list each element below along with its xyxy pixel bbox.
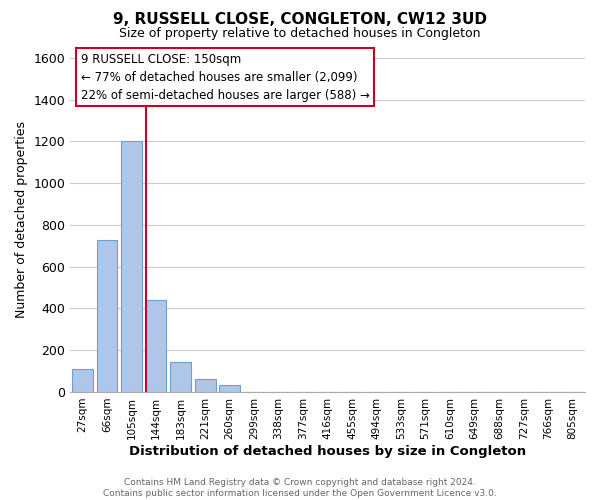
Bar [121, 142, 142, 392]
Text: 9 RUSSELL CLOSE: 150sqm
← 77% of detached houses are smaller (2,099)
22% of semi: 9 RUSSELL CLOSE: 150sqm ← 77% of detache… [80, 52, 370, 102]
Text: Contains HM Land Registry data © Crown copyright and database right 2024.
Contai: Contains HM Land Registry data © Crown c… [103, 478, 497, 498]
X-axis label: Distribution of detached houses by size in Congleton: Distribution of detached houses by size … [129, 444, 526, 458]
Bar [170, 362, 191, 392]
Text: 9, RUSSELL CLOSE, CONGLETON, CW12 3UD: 9, RUSSELL CLOSE, CONGLETON, CW12 3UD [113, 12, 487, 28]
Bar [194, 380, 215, 392]
Text: Size of property relative to detached houses in Congleton: Size of property relative to detached ho… [119, 28, 481, 40]
Bar [97, 240, 118, 392]
Bar [219, 384, 240, 392]
Bar [72, 369, 93, 392]
Y-axis label: Number of detached properties: Number of detached properties [15, 121, 28, 318]
Bar [146, 300, 166, 392]
